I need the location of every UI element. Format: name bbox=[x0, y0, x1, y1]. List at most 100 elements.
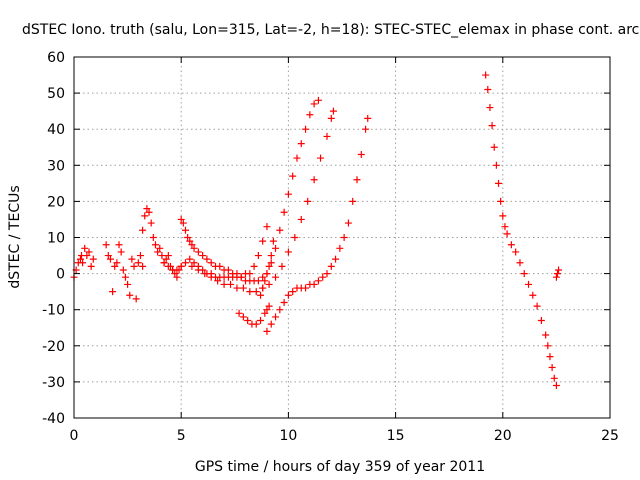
data-point bbox=[136, 252, 144, 260]
data-point bbox=[306, 111, 314, 119]
data-point bbox=[190, 259, 198, 267]
data-point bbox=[179, 219, 187, 227]
series-4 bbox=[160, 223, 271, 281]
data-point bbox=[188, 241, 196, 249]
data-point bbox=[132, 295, 140, 303]
data-point bbox=[76, 255, 84, 263]
data-point bbox=[503, 230, 511, 238]
data-point bbox=[237, 273, 245, 281]
data-point bbox=[520, 270, 528, 278]
data-point bbox=[143, 205, 151, 213]
data-point bbox=[79, 259, 87, 267]
data-point bbox=[151, 241, 159, 249]
data-point bbox=[186, 255, 194, 263]
data-point bbox=[227, 280, 235, 288]
data-point bbox=[85, 248, 93, 256]
data-point bbox=[278, 262, 286, 270]
data-point bbox=[244, 317, 252, 325]
data-point bbox=[246, 288, 254, 296]
data-point bbox=[364, 114, 372, 122]
data-point bbox=[353, 176, 361, 184]
data-point bbox=[117, 248, 125, 256]
data-point bbox=[488, 122, 496, 130]
data-point bbox=[344, 219, 352, 227]
data-point bbox=[233, 270, 241, 278]
data-point bbox=[284, 190, 292, 198]
data-point bbox=[141, 212, 149, 220]
data-point bbox=[83, 252, 91, 260]
x-axis-label: GPS time / hours of day 359 of year 2011 bbox=[195, 459, 485, 475]
data-point bbox=[310, 100, 318, 108]
data-point bbox=[304, 197, 312, 205]
data-point bbox=[546, 353, 554, 361]
data-point bbox=[173, 273, 181, 281]
data-point bbox=[269, 237, 277, 245]
data-point bbox=[224, 266, 232, 274]
data-point bbox=[267, 252, 275, 260]
data-point bbox=[164, 262, 172, 270]
series-3 bbox=[139, 205, 185, 281]
data-point bbox=[252, 288, 260, 296]
data-point bbox=[124, 280, 132, 288]
data-point bbox=[259, 273, 267, 281]
y-tick-label: 0 bbox=[56, 267, 65, 283]
data-point bbox=[492, 161, 500, 169]
series-1 bbox=[70, 244, 97, 281]
data-point bbox=[548, 363, 556, 371]
data-point bbox=[156, 244, 164, 252]
data-point bbox=[190, 244, 198, 252]
x-tick-label: 5 bbox=[177, 428, 186, 444]
data-point bbox=[529, 291, 537, 299]
data-point bbox=[272, 244, 280, 252]
data-point bbox=[512, 248, 520, 256]
y-tick-label: 10 bbox=[47, 231, 65, 247]
data-point bbox=[495, 179, 503, 187]
data-point bbox=[302, 284, 310, 292]
data-point bbox=[177, 215, 185, 223]
data-point bbox=[482, 71, 490, 79]
data-point bbox=[340, 234, 348, 241]
data-point bbox=[499, 212, 507, 220]
data-point bbox=[310, 176, 318, 184]
data-points bbox=[70, 71, 563, 390]
data-point bbox=[239, 284, 247, 292]
data-point bbox=[81, 244, 89, 252]
data-point bbox=[173, 266, 181, 274]
data-point bbox=[139, 226, 147, 234]
data-point bbox=[188, 262, 196, 270]
data-point bbox=[267, 320, 275, 328]
series-2 bbox=[102, 241, 147, 303]
data-point bbox=[128, 255, 136, 263]
data-point bbox=[263, 270, 271, 278]
data-point bbox=[289, 288, 297, 296]
x-tick-label: 15 bbox=[387, 428, 405, 444]
data-point bbox=[102, 241, 110, 249]
data-point bbox=[134, 259, 142, 267]
data-point bbox=[336, 244, 344, 252]
y-tick-label: 40 bbox=[47, 122, 65, 138]
data-point bbox=[139, 262, 147, 270]
data-point bbox=[265, 262, 273, 270]
data-point bbox=[154, 248, 162, 256]
data-point bbox=[164, 252, 172, 260]
y-tick-label: -20 bbox=[42, 339, 65, 355]
chart-title: dSTEC Iono. truth (salu, Lon=315, Lat=-2… bbox=[22, 22, 640, 38]
x-tick-label: 0 bbox=[70, 428, 79, 444]
data-point bbox=[194, 266, 202, 274]
data-point bbox=[280, 298, 288, 306]
data-point bbox=[177, 262, 185, 270]
data-point bbox=[239, 313, 247, 321]
data-point bbox=[263, 223, 271, 231]
data-point bbox=[121, 273, 129, 281]
data-point bbox=[126, 291, 134, 299]
data-point bbox=[199, 252, 207, 260]
data-point bbox=[130, 262, 138, 270]
data-point bbox=[261, 277, 269, 285]
data-point bbox=[181, 259, 189, 267]
data-point bbox=[533, 302, 541, 310]
data-point bbox=[484, 85, 492, 93]
data-point bbox=[235, 309, 243, 317]
y-tick-label: 30 bbox=[47, 158, 65, 174]
data-point bbox=[246, 270, 254, 278]
data-point bbox=[297, 215, 305, 223]
